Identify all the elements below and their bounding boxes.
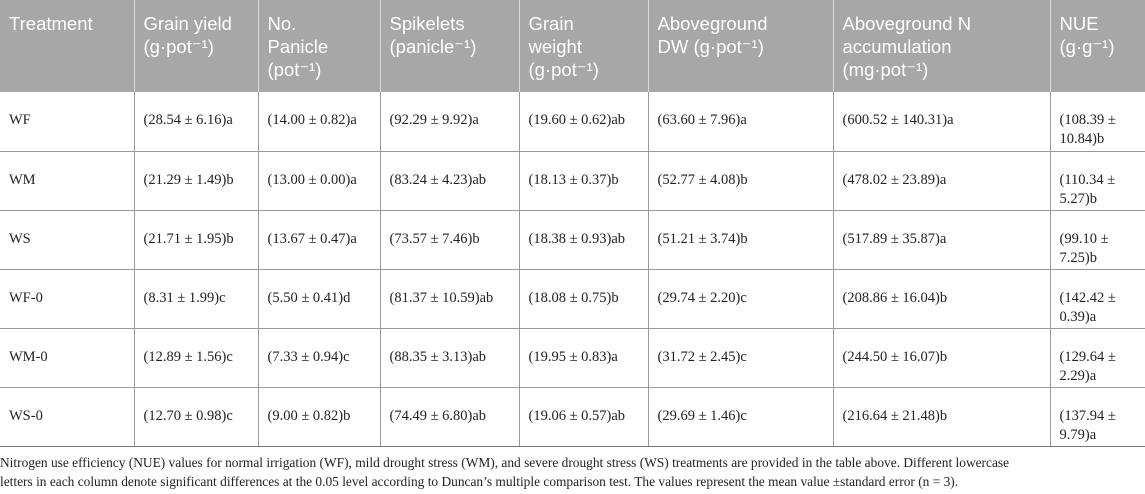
value-cell: (7.33 ± 0.94)c	[257, 328, 380, 388]
table-row: WM (21.29 ± 1.49)b (13.00 ± 0.00)a (83.24 ±…	[0, 151, 1145, 211]
table-row: WF (28.54 ± 6.16)a (14.00 ± 0.82)a (92.29 ±…	[0, 92, 1145, 152]
value-cell: (28.54 ± 6.16)a	[133, 92, 258, 152]
column-header-text: (mg·pot⁻¹)	[842, 59, 929, 80]
column-header-text: (g·pot⁻¹)	[143, 36, 214, 57]
nue-cell: (108.39 ± 10.84)b	[1049, 92, 1145, 152]
value-cell: (21.71 ± 1.95)b	[133, 210, 258, 270]
nue-cell-text: (137.94 ±	[1059, 407, 1116, 424]
column-header-text: (g·g⁻¹)	[1059, 36, 1115, 57]
value-cell: (12.89 ± 1.56)c	[133, 328, 258, 388]
nue-cell-text: (110.34 ±	[1059, 171, 1116, 188]
nue-cell: (99.10 ± 7.25)b	[1049, 210, 1145, 270]
column-header-text: weight	[528, 36, 582, 57]
value-cell: (19.95 ± 0.83)a	[518, 328, 648, 388]
column-header-text: Aboveground N	[842, 13, 972, 34]
value-cell: (21.29 ± 1.49)b	[133, 151, 258, 211]
value-cell: (29.69 ± 1.46)c	[647, 387, 833, 447]
treatment-cell: WF	[0, 92, 134, 152]
results-table: Treatment Grain yield (g·pot⁻¹) No. Panicle(…	[0, 0, 1145, 447]
value-cell: (18.38 ± 0.93)ab	[518, 210, 648, 270]
nue-cell-text: 7.25)b	[1059, 249, 1097, 266]
nue-cell-text: (108.39 ±	[1059, 112, 1116, 128]
table-header-row: Treatment Grain yield (g·pot⁻¹) No. Panicle(…	[0, 0, 1145, 92]
nue-cell: (110.34 ± 5.27)b	[1049, 151, 1145, 211]
value-cell: (8.31 ± 1.99)c	[133, 269, 258, 329]
column-header-text: NUE	[1059, 13, 1099, 34]
nue-cell: (137.94 ± 9.79)a	[1049, 387, 1145, 447]
column-header: Grain weight (g·pot⁻¹)	[518, 0, 648, 92]
column-header-text: Panicle	[267, 36, 329, 57]
column-header-text: Treatment	[9, 13, 93, 34]
value-cell: (73.57 ± 7.46)b	[379, 210, 519, 270]
value-cell: (12.70 ± 0.98)c	[133, 387, 258, 447]
treatment-cell: WF-0	[0, 269, 134, 329]
column-header: Treatment	[0, 0, 134, 92]
column-header: NUE (g·g⁻¹)	[1049, 0, 1145, 92]
value-cell: (31.72 ± 2.45)c	[647, 328, 833, 388]
nue-cell-text: (129.64 ±	[1059, 348, 1116, 365]
column-header-text: Grain	[528, 13, 574, 34]
value-cell: (216.64 ± 21.48)b	[832, 387, 1050, 447]
value-cell: (63.60 ± 7.96)a	[647, 92, 833, 152]
value-cell: (92.29 ± 9.92)a	[379, 92, 519, 152]
column-header-text: (g·pot⁻¹)	[528, 59, 599, 80]
table-row: WS (21.71 ± 1.95)b (13.67 ± 0.47)a (73.57 ±…	[0, 210, 1145, 270]
column-header-text: accumulation	[842, 36, 952, 57]
results-table-container: Treatment Grain yield (g·pot⁻¹) No. Panicle(…	[0, 0, 1145, 447]
nue-cell-text: 5.27)b	[1059, 190, 1097, 207]
value-cell: (81.37 ± 10.59)ab	[379, 269, 519, 329]
column-header-text: (pot⁻¹)	[267, 59, 322, 80]
value-cell: (51.21 ± 3.74)b	[647, 210, 833, 270]
nue-cell-text: (99.10 ±	[1059, 230, 1109, 247]
footnote-line-1: Nitrogen use efficiency (NUE) values for…	[0, 455, 1010, 470]
value-cell: (5.50 ± 0.41)d	[257, 269, 380, 329]
column-header-text: Spikelets	[389, 13, 465, 34]
table-body: WF (28.54 ± 6.16)a (14.00 ± 0.82)a (92.29 ±…	[0, 92, 1145, 447]
treatment-cell: WM	[0, 151, 134, 211]
value-cell: (52.77 ± 4.08)b	[647, 151, 833, 211]
value-cell: (83.24 ± 4.23)ab	[379, 151, 519, 211]
nue-cell: (142.42 ± 0.39)a	[1049, 269, 1145, 329]
value-cell: (517.89 ± 35.87)a	[832, 210, 1050, 270]
value-cell: (74.49 ± 6.80)ab	[379, 387, 519, 447]
column-header-text: Aboveground	[657, 13, 768, 34]
nue-cell-text: 9.79)a	[1059, 426, 1097, 443]
value-cell: (600.52 ± 140.31)a	[832, 92, 1050, 152]
value-cell: (9.00 ± 0.82)b	[257, 387, 380, 447]
value-cell: (18.08 ± 0.75)b	[518, 269, 648, 329]
treatment-cell: WS	[0, 210, 134, 270]
nue-cell: (129.64 ± 2.29)a	[1049, 328, 1145, 388]
column-header: Grain yield (g·pot⁻¹)	[133, 0, 258, 92]
value-cell: (19.06 ± 0.57)ab	[518, 387, 648, 447]
nue-cell-text: (142.42 ±	[1059, 289, 1116, 306]
table-footnote: Nitrogen use efficiency (NUE) values for…	[0, 454, 1140, 491]
value-cell: (29.74 ± 2.20)c	[647, 269, 833, 329]
treatment-cell: WM-0	[0, 328, 134, 388]
nue-cell-text: 2.29)a	[1059, 367, 1097, 384]
column-header: Aboveground DW (g·pot⁻¹)	[647, 0, 833, 92]
treatment-cell: WS-0	[0, 387, 134, 447]
column-header: Spikelets (panicle⁻¹)	[379, 0, 519, 92]
value-cell: (18.13 ± 0.37)b	[518, 151, 648, 211]
value-cell: (88.35 ± 3.13)ab	[379, 328, 519, 388]
value-cell: (244.50 ± 16.07)b	[832, 328, 1050, 388]
footnote-line-2: letters in each column denote significan…	[0, 473, 959, 489]
value-cell: (14.00 ± 0.82)a	[257, 92, 380, 152]
column-header-text: Grain yield	[143, 13, 232, 34]
value-cell: (208.86 ± 16.04)b	[832, 269, 1050, 329]
value-cell: (13.00 ± 0.00)a	[257, 151, 380, 211]
column-header-text: (panicle⁻¹)	[389, 36, 477, 57]
table-row: WS-0 (12.70 ± 0.98)c (9.00 ± 0.82)b (74.49 …	[0, 387, 1145, 447]
value-cell: (478.02 ± 23.89)a	[832, 151, 1050, 211]
value-cell: (13.67 ± 0.47)a	[257, 210, 380, 270]
value-cell: (19.60 ± 0.62)ab	[518, 92, 648, 152]
nue-cell-text: 0.39)a	[1059, 308, 1097, 325]
table-row: WF-0 (8.31 ± 1.99)c (5.50 ± 0.41)d (81.37 ±…	[0, 269, 1145, 329]
table-row: WM-0 (12.89 ± 1.56)c (7.33 ± 0.94)c (88.35 …	[0, 328, 1145, 388]
column-header-text: No.	[267, 13, 297, 34]
nue-cell-text: 10.84)b	[1059, 131, 1105, 147]
column-header: No. Panicle (pot⁻¹)	[257, 0, 380, 92]
column-header-text: DW (g·pot⁻¹)	[657, 36, 764, 57]
